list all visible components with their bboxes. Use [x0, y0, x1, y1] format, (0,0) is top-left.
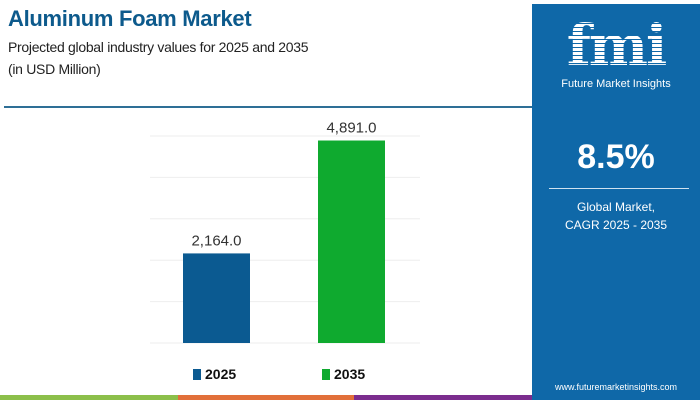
- page-title: Aluminum Foam Market: [8, 6, 252, 31]
- bar-2025: [183, 253, 250, 343]
- unit-label: (in USD Million): [8, 61, 101, 77]
- stripe-orange: [178, 395, 354, 400]
- bar-2035: [318, 140, 385, 343]
- cagr-label: Global Market, CAGR 2025 - 2035: [532, 198, 700, 234]
- legend-label-2035: 2035: [334, 366, 366, 382]
- stripe-green: [0, 395, 178, 400]
- subtitle-block: Projected global industry values for 202…: [8, 36, 309, 80]
- website-url: www.futuremarketinsights.com: [554, 382, 678, 392]
- bar-chart: 2,164.0 4,891.0: [150, 120, 420, 344]
- cagr-value: 8.5%: [577, 138, 655, 176]
- cagr-divider: [549, 188, 689, 189]
- legend-swatch-2025: [193, 368, 201, 380]
- cagr-label-line1: Global Market,: [576, 200, 656, 214]
- header-divider: [4, 106, 532, 108]
- legend-item-2035: 2035: [322, 366, 365, 382]
- data-label-2035: 4,891.0: [326, 120, 376, 137]
- legend-item-2025: 2025: [193, 366, 236, 382]
- cagr-label-line2: CAGR 2025 - 2035: [564, 218, 668, 232]
- data-label-2025: 2,164.0: [191, 232, 241, 249]
- legend-label-2025: 2025: [205, 366, 237, 382]
- stripe-purple: [354, 395, 532, 400]
- logo-mark: fmi: [532, 16, 700, 76]
- legend-swatch-2035: [322, 368, 330, 380]
- subtitle: Projected global industry values for 202…: [8, 39, 309, 55]
- logo-brand: Future Market Insights: [561, 78, 671, 90]
- side-panel: fmi Future Market Insights 8.5% Global M…: [532, 4, 700, 400]
- fmi-logo: fmi Future Market Insights: [532, 16, 700, 90]
